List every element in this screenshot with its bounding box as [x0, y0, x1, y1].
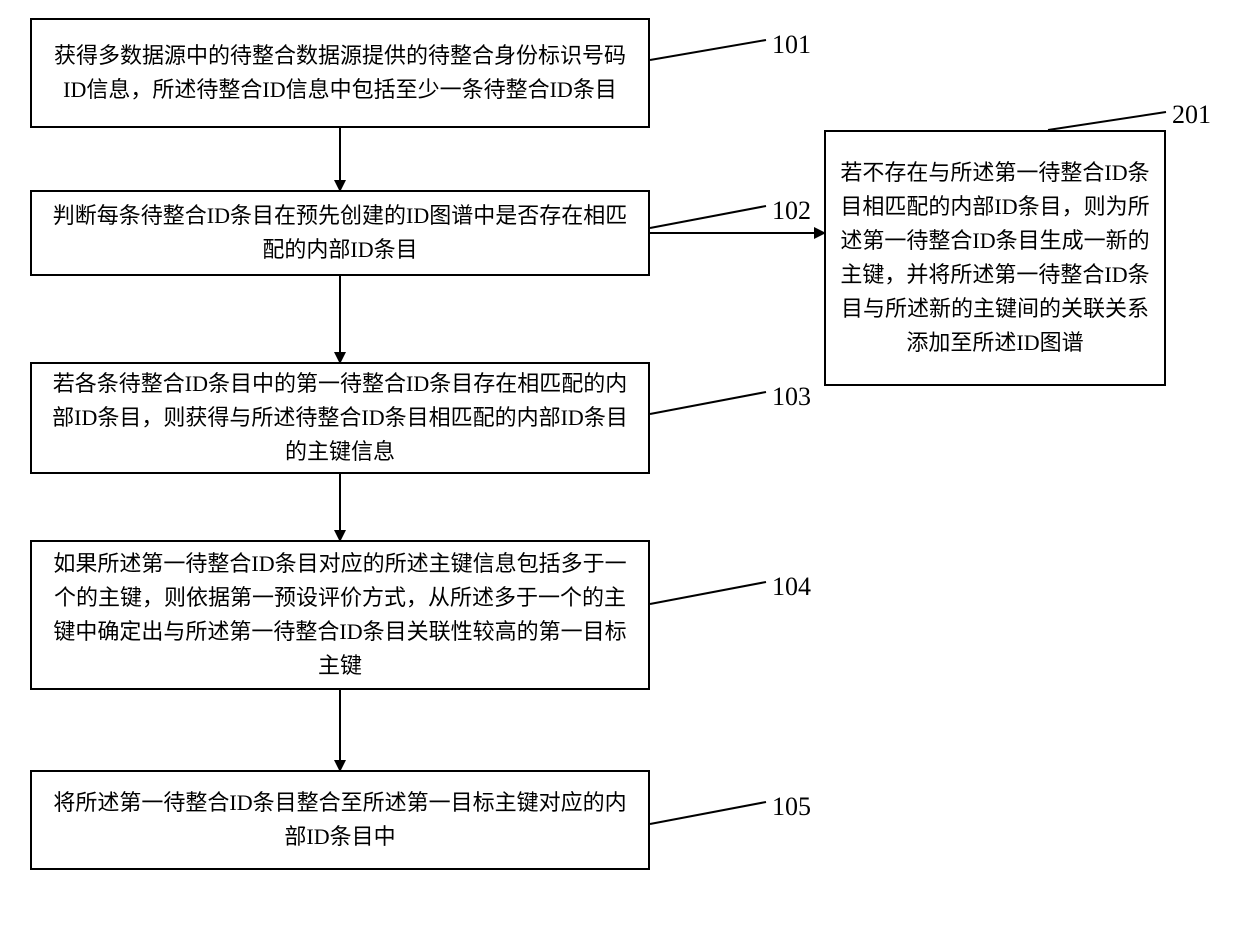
flow-node-103: 若各条待整合ID条目中的第一待整合ID条目存在相匹配的内部ID条目，则获得与所述… — [30, 362, 650, 474]
flow-node-105: 将所述第一待整合ID条目整合至所述第一目标主键对应的内部ID条目中 — [30, 770, 650, 870]
leader-102 — [650, 206, 766, 228]
leader-105 — [650, 802, 766, 824]
flowchart-canvas: 获得多数据源中的待整合数据源提供的待整合身份标识号码ID信息，所述待整合ID信息… — [0, 0, 1240, 949]
leader-201 — [1048, 112, 1166, 130]
leader-103 — [650, 392, 766, 414]
flow-node-201-text: 若不存在与所述第一待整合ID条目相匹配的内部ID条目，则为所述第一待整合ID条目… — [838, 156, 1152, 361]
step-label-105: 105 — [772, 792, 811, 822]
leader-101 — [650, 40, 766, 60]
flow-node-104: 如果所述第一待整合ID条目对应的所述主键信息包括多于一个的主键，则依据第一预设评… — [30, 540, 650, 690]
flow-node-102: 判断每条待整合ID条目在预先创建的ID图谱中是否存在相匹配的内部ID条目 — [30, 190, 650, 276]
leader-104 — [650, 582, 766, 604]
flow-node-201: 若不存在与所述第一待整合ID条目相匹配的内部ID条目，则为所述第一待整合ID条目… — [824, 130, 1166, 386]
flow-node-101: 获得多数据源中的待整合数据源提供的待整合身份标识号码ID信息，所述待整合ID信息… — [30, 18, 650, 128]
step-label-102: 102 — [772, 196, 811, 226]
step-label-104: 104 — [772, 572, 811, 602]
flow-node-104-text: 如果所述第一待整合ID条目对应的所述主键信息包括多于一个的主键，则依据第一预设评… — [44, 547, 636, 683]
step-label-101: 101 — [772, 30, 811, 60]
flow-node-102-text: 判断每条待整合ID条目在预先创建的ID图谱中是否存在相匹配的内部ID条目 — [44, 199, 636, 267]
flow-node-103-text: 若各条待整合ID条目中的第一待整合ID条目存在相匹配的内部ID条目，则获得与所述… — [44, 367, 636, 469]
flow-node-101-text: 获得多数据源中的待整合数据源提供的待整合身份标识号码ID信息，所述待整合ID信息… — [44, 39, 636, 107]
step-label-103: 103 — [772, 382, 811, 412]
step-label-201: 201 — [1172, 100, 1211, 130]
flow-node-105-text: 将所述第一待整合ID条目整合至所述第一目标主键对应的内部ID条目中 — [44, 786, 636, 854]
